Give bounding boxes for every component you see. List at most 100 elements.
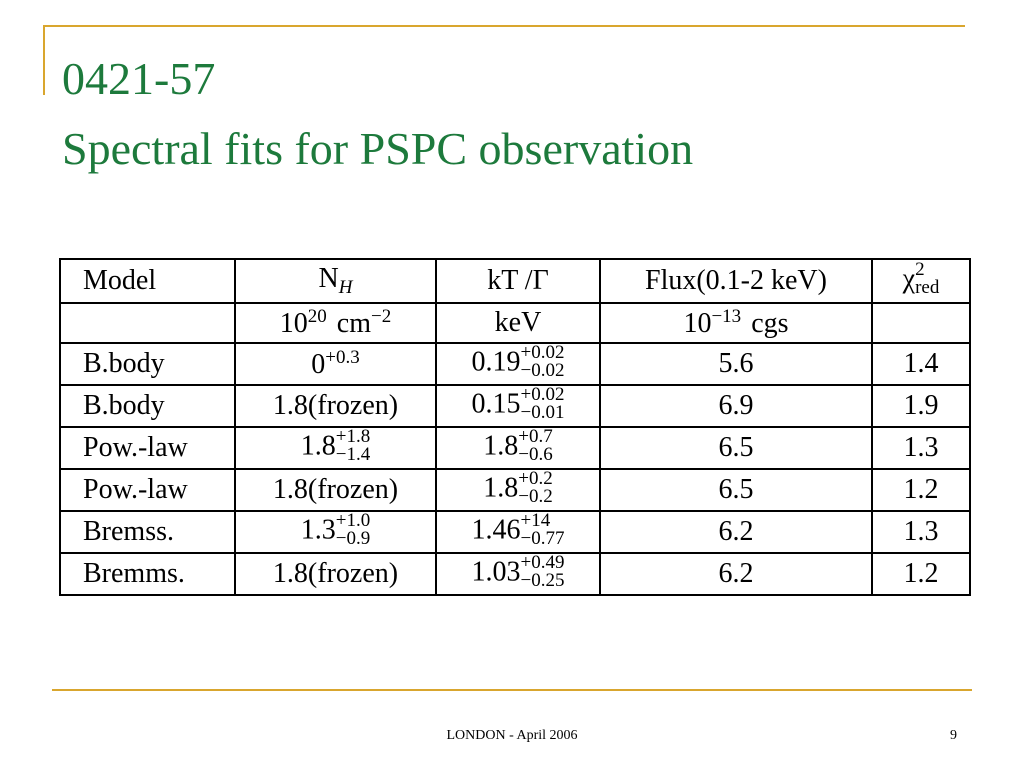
page-number: 9 [950,728,957,743]
superscript: +0.2 [518,468,553,489]
results-table: Model NH kT /Γ Flux(0.1-2 keV) χ 2 red 1020 cm−2… [59,258,971,596]
script-stack: +0.02 −0.01 [520,385,565,423]
cell-text: 1.3 [300,514,336,546]
cell-text: 1.3 [903,432,939,463]
cell-text: 6.5 [718,432,754,463]
cell-text: kT /Γ [487,265,549,296]
cell-text: 1.3 [903,516,939,547]
subscript: −0.9 [335,528,371,549]
table-cell: 6.9 [599,384,873,428]
table-row: 1020 cm−2 keV 10−13 cgs [59,302,971,344]
cell-text: 5.6 [718,348,754,379]
cell-text: 1.2 [903,474,939,505]
side-rule [43,25,45,95]
cell-text: Bremms. [83,558,185,589]
subscript: −0.01 [520,402,565,423]
cell-text: 10 [683,308,712,339]
cell-text: Model [83,265,157,296]
table-cell: 1.8 +0.2 −0.2 [435,468,601,512]
superscript: 20 [307,306,327,327]
table-cell: Bremss. [59,510,236,554]
table-cell: 1.9 [871,384,971,428]
cell-text: 1.2 [903,558,939,589]
table-cell: 1.8(frozen) [234,384,437,428]
cell-text: Pow.-law [83,474,188,505]
superscript: +1.8 [335,426,371,447]
cell-text: 6.2 [718,516,754,547]
cell-text: 1.8(frozen) [272,390,399,421]
table-cell: 6.2 [599,552,873,596]
subscript: −0.2 [518,486,553,507]
table-cell: B.body [59,384,236,428]
table-cell: 1.8 +0.7 −0.6 [435,426,601,470]
top-rule [43,25,965,27]
script-stack: +1.8 −1.4 [335,426,371,465]
subscript: −0.02 [520,360,565,381]
cell-text: Pow.-law [83,432,188,463]
table-row: B.body 1.8(frozen) 0.15 +0.02 −0.01 6.9 1.9 [59,384,971,428]
table-cell: 1.46 +14 −0.77 [435,510,601,554]
table-cell: Pow.-law [59,426,236,470]
cell-text: keV [494,307,542,338]
superscript: +1.0 [335,510,371,531]
table-cell: NH [234,258,437,304]
table-cell: 5.6 [599,342,873,386]
cell-text: χ [902,263,916,295]
cell-text: 1.46 [471,514,521,546]
table-row: Pow.-law 1.8(frozen) 1.8 +0.2 −0.2 6.5 1.2 [59,468,971,512]
superscript: +14 [520,510,551,531]
table-cell: χ 2 red [871,258,971,304]
table-cell [871,302,971,344]
subscript: −0.77 [520,528,565,549]
table-row: B.body 0+0.3 0.19 +0.02 −0.02 5.6 1.4 [59,342,971,386]
cell-text: Flux(0.1-2 keV) [645,265,827,296]
subscript: red [915,277,940,298]
cell-text: 0.19 [471,346,521,378]
table-cell: 0+0.3 [234,342,437,386]
cell-text: 1.8(frozen) [272,474,399,505]
table-cell: 10−13 cgs [599,302,873,344]
table-cell: kT /Γ [435,258,601,304]
cell-text: 1.8 [300,430,336,462]
bottom-rule [52,689,972,691]
table-cell: Model [59,258,236,304]
superscript: 2 [915,259,925,280]
table-cell: 6.2 [599,510,873,554]
table-cell: 1.3 [871,426,971,470]
subscript: −1.4 [335,444,371,465]
cell-text: B.body [83,348,165,379]
cell-text: 0.15 [471,388,521,420]
superscript: +0.49 [520,552,565,573]
table-row: Pow.-law 1.8 +1.8 −1.4 1.8 +0.7 −0.6 6.5 1.3 [59,426,971,470]
cell-text: cm [336,308,371,339]
table-row: Model NH kT /Γ Flux(0.1-2 keV) χ 2 red [59,258,971,304]
script-stack: +0.49 −0.25 [520,552,565,590]
table-cell: 1.03 +0.49 −0.25 [435,552,601,596]
cell-text: 1.4 [903,348,939,379]
table-cell: keV [435,302,601,344]
title-line: 0421-57 [62,53,216,104]
script-stack: +14 −0.77 [520,510,565,549]
table-cell: 0.15 +0.02 −0.01 [435,384,601,428]
cell-text: 1.8 [483,472,519,504]
superscript: +0.3 [325,347,360,368]
cell-text: 0 [311,349,326,380]
table-cell: 1.2 [871,552,971,596]
script-stack: 2 red [915,259,940,298]
table-cell: 0.19 +0.02 −0.02 [435,342,601,386]
table-cell: 1.8 +1.8 −1.4 [234,426,437,470]
table-cell: 6.5 [599,468,873,512]
table-cell: 1.3 [871,510,971,554]
table-cell: 1.8(frozen) [234,468,437,512]
table-row: Bremms. 1.8(frozen) 1.03 +0.49 −0.25 6.2 1.2 [59,552,971,596]
table-cell [59,302,236,344]
cell-text: 10 [279,308,308,339]
title-line: Spectral fits for PSPC observation [62,123,694,174]
table-cell: Flux(0.1-2 keV) [599,258,873,304]
cell-text: 1.8 [483,430,519,462]
table-cell: 1020 cm−2 [234,302,437,344]
subscript: H [338,277,353,298]
script-stack: +0.7 −0.6 [518,427,552,464]
cell-text: 6.9 [718,390,754,421]
